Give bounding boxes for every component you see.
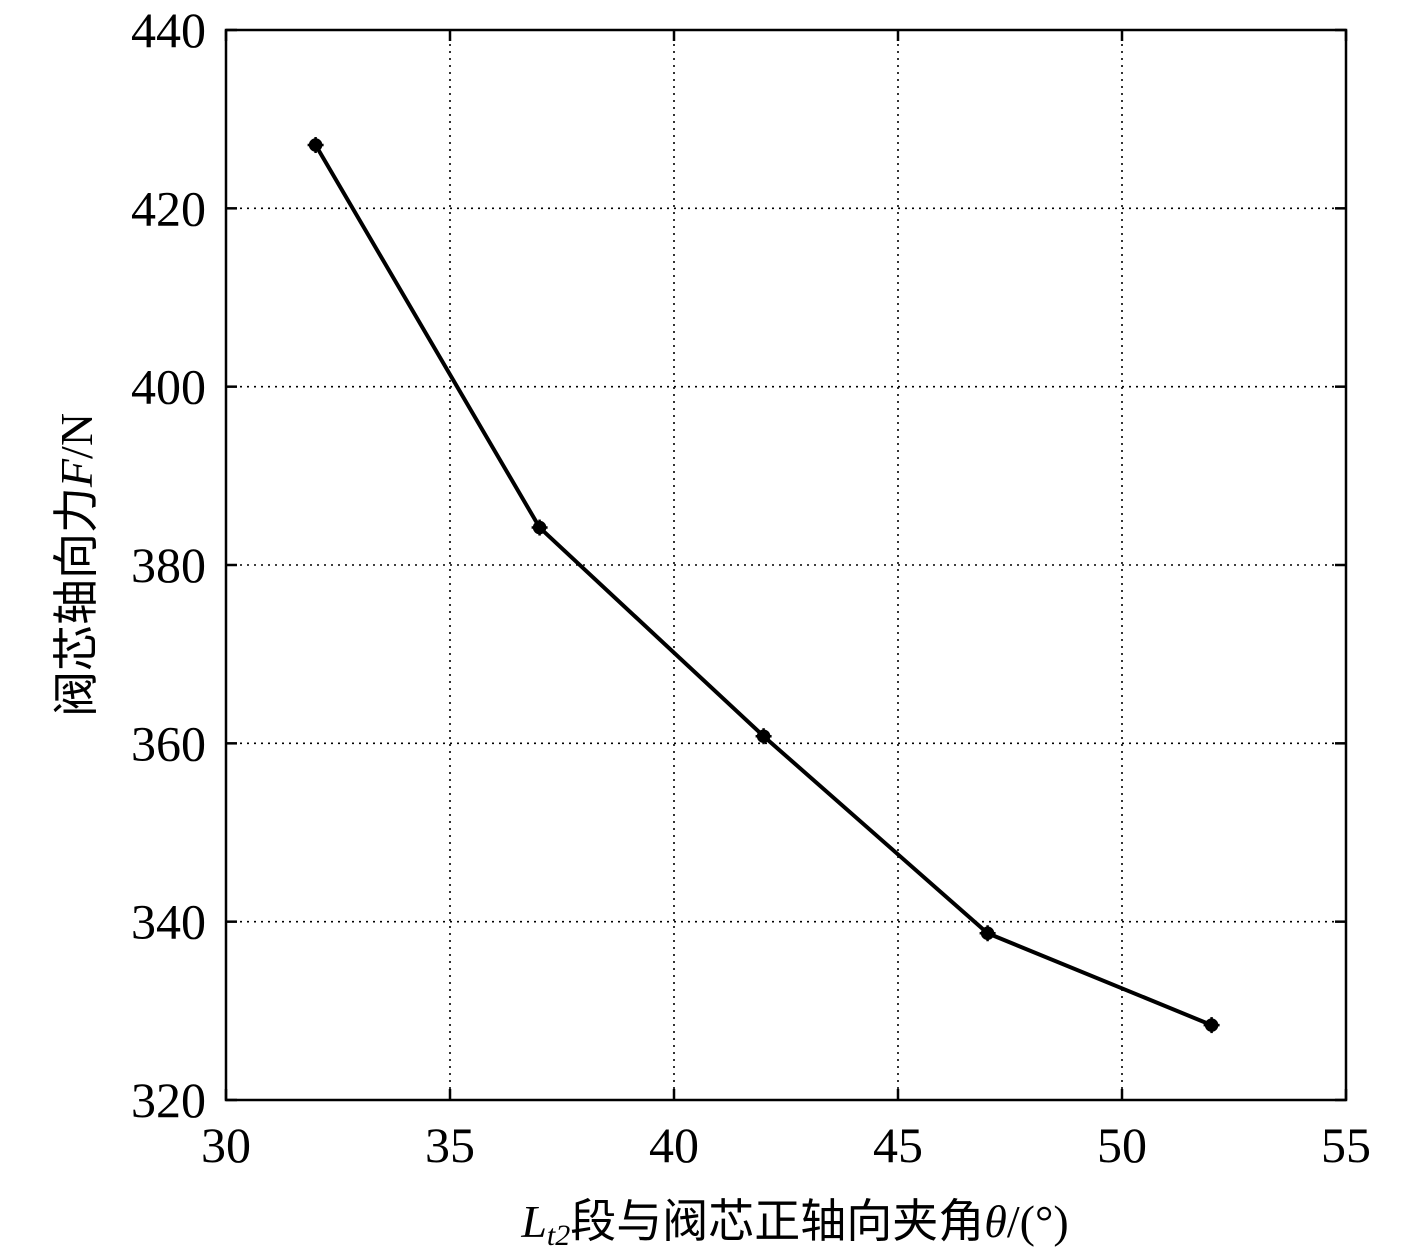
x-tick-label: 45 xyxy=(873,1117,923,1173)
data-point xyxy=(531,519,548,536)
y-tick-label: 380 xyxy=(131,537,206,593)
data-point xyxy=(1203,1017,1220,1034)
data-point xyxy=(979,925,996,942)
x-axis-label-subscript: t2 xyxy=(547,1219,570,1252)
x-tick-label: 30 xyxy=(201,1117,251,1173)
y-axis-label-text: 阀芯轴向力 xyxy=(51,487,102,717)
x-tick-label: 35 xyxy=(425,1117,475,1173)
y-tick-label: 360 xyxy=(131,715,206,771)
x-axis-label: Lt2段与阀芯正轴向夹角θ/(°) xyxy=(520,1196,1068,1252)
x-axis-label-text: 段与阀芯正轴向夹角 xyxy=(570,1196,984,1247)
x-axis-label-unit: /(°) xyxy=(1007,1196,1069,1247)
y-axis-label: 阀芯轴向力F/N xyxy=(51,413,102,717)
series-layer xyxy=(307,137,1220,1034)
x-tick-label: 50 xyxy=(1097,1117,1147,1173)
y-tick-label: 420 xyxy=(131,180,206,236)
y-tick-label: 400 xyxy=(131,359,206,415)
y-tick-label: 320 xyxy=(131,1072,206,1128)
x-axis-label-symbol: θ xyxy=(984,1196,1007,1247)
y-tick-label: 340 xyxy=(131,894,206,950)
data-point xyxy=(307,137,324,154)
series-line xyxy=(313,144,1213,1027)
tick-labels: 30 35 40 45 50 55 320 340 360 380 400 420 440 xyxy=(131,2,1371,1173)
y-tick-label: 440 xyxy=(131,2,206,58)
grid-lines xyxy=(226,30,1346,1100)
axes-frame xyxy=(224,28,1348,1102)
y-axis-label-symbol: F xyxy=(51,458,102,488)
y-axis-label-unit: /N xyxy=(51,413,102,459)
data-point xyxy=(755,728,772,745)
x-axis-label-prefix: L xyxy=(520,1196,547,1247)
x-tick-label: 40 xyxy=(649,1117,699,1173)
x-tick-label: 55 xyxy=(1321,1117,1371,1173)
